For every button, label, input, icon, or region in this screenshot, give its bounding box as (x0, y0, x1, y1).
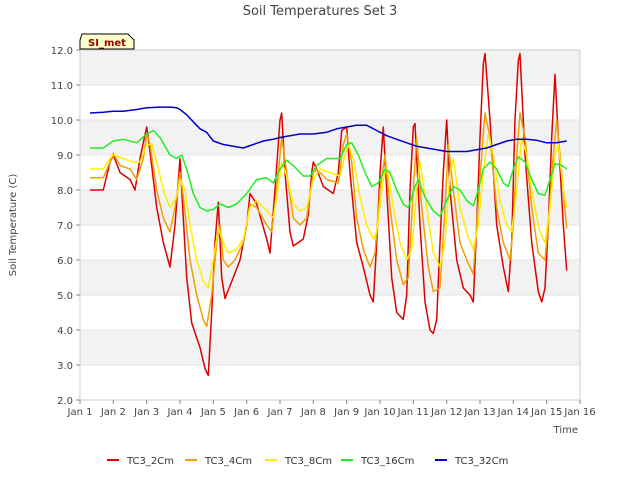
legend-label-TC3_32Cm: TC3_32Cm (454, 456, 508, 467)
x-tick-label: Jan 5 (200, 407, 226, 418)
y-tick-label: 12.0 (51, 46, 73, 57)
x-tick-label: Jan 9 (333, 407, 359, 418)
series-line-TC3_32Cm (89, 106, 567, 153)
legend-label-TC3_2Cm: TC3_2Cm (126, 456, 174, 467)
legend-label-TC3_8Cm: TC3_8Cm (284, 456, 332, 467)
plot-bands (80, 50, 580, 365)
x-tick-label: Jan 15 (530, 407, 562, 418)
y-tick-label: 11.0 (51, 81, 73, 92)
x-tick-label: Jan 14 (497, 407, 529, 418)
x-tick-label: Jan 2 (100, 407, 126, 418)
x-tick-label: Jan 12 (430, 407, 462, 418)
series-line-TC3_16Cm (90, 129, 568, 218)
x-tick-label: Jan 6 (233, 407, 259, 418)
y-tick-label: 3.0 (57, 361, 73, 372)
x-tick-label: Jan 16 (563, 407, 595, 418)
station-label-box: SI_met (79, 33, 135, 50)
series-line-TC3_2Cm (90, 52, 568, 377)
x-tick-label: Jan 7 (267, 407, 293, 418)
chart-title: Soil Temperatures Set 3 (243, 4, 398, 19)
y-tick-label: 2.0 (57, 396, 73, 407)
plot-band (80, 120, 580, 155)
x-axis-label: Time (553, 425, 578, 436)
x-tick-label: Jan 3 (133, 407, 159, 418)
x-tick-label: Jan 8 (300, 407, 326, 418)
y-tick-label: 7.0 (57, 221, 73, 232)
y-tick-label: 8.0 (57, 186, 73, 197)
y-axis-ticks: 2.0 3.0 4.0 5.0 6.0 7.0 8.0 9.0 10.0 11.0 12.0 (51, 46, 80, 407)
y-tick-label: 5.0 (57, 291, 73, 302)
series-lines (89, 52, 568, 377)
plot-band (80, 50, 580, 85)
x-tick-label: Jan 1 (67, 407, 93, 418)
y-tick-label: 4.0 (57, 326, 73, 337)
x-tick-label: Jan 4 (167, 407, 193, 418)
legend-label-TC3_4Cm: TC3_4Cm (204, 456, 252, 467)
legend-label-TC3_16Cm: TC3_16Cm (360, 456, 414, 467)
station-label: SI_met (88, 38, 126, 49)
y-axis-label: Soil Temperature (C) (8, 174, 19, 277)
x-tick-label: Jan 13 (463, 407, 495, 418)
x-tick-label: Jan 10 (363, 407, 395, 418)
plot-band (80, 330, 580, 365)
y-tick-label: 6.0 (57, 256, 73, 267)
legend: TC3_2Cm TC3_4Cm TC3_8Cm TC3_16Cm TC3_32Cm (107, 456, 508, 467)
y-tick-label: 9.0 (57, 151, 73, 162)
series-line-TC3_4Cm (90, 112, 568, 328)
x-axis-ticks: Jan 1 Jan 2 Jan 3 Jan 4 Jan 5 Jan 6 Jan 7 Jan 8… (67, 400, 596, 418)
y-tick-label: 10.0 (51, 116, 73, 127)
plot-band (80, 260, 580, 295)
x-tick-label: Jan 11 (397, 407, 429, 418)
